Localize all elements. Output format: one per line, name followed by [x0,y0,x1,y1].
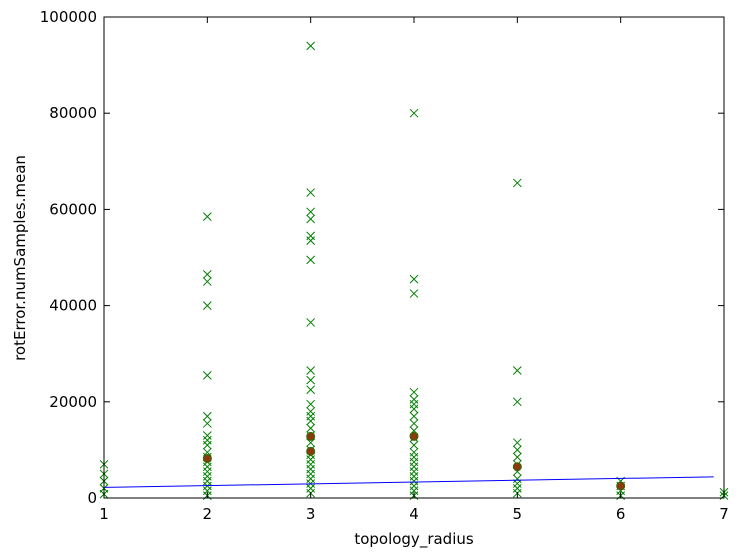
mean-point [202,454,212,464]
x-marker-point [306,214,316,224]
mean-point [409,431,419,441]
y-tick-label: 60000 [49,200,97,218]
x-marker-point [202,301,212,310]
mean-point [306,431,316,441]
mean-point [512,462,522,472]
x-marker-point [512,178,522,188]
x-marker-point [306,366,316,375]
x-marker-point [409,289,419,298]
x-marker-point [306,207,316,217]
y-axis-label: rotError.numSamples.mean [11,155,29,361]
x-tick-label: 3 [306,505,316,523]
y-tick-label: 100000 [40,8,97,26]
x-marker-point [409,411,419,421]
x-marker-point [512,445,522,455]
y-tick-label: 40000 [49,297,97,315]
trend-line [103,476,714,488]
x-marker-point [306,399,316,409]
x-marker-point [409,108,419,118]
x-marker-point [202,212,212,221]
y-tick-label: 0 [87,489,97,507]
x-marker-point [306,255,316,265]
x-marker-point [409,440,419,450]
x-marker-point [202,370,212,380]
x-marker-point [306,423,316,433]
x-tick-label: 6 [616,505,626,523]
x-marker-point [202,269,212,279]
x-marker-point [306,188,316,197]
x-marker-point [512,452,522,462]
x-tick-label: 4 [409,505,419,523]
y-tick-label: 80000 [49,104,97,122]
x-marker-point [306,236,316,246]
x-marker-point [512,397,522,407]
x-marker-point [202,440,212,450]
x-tick-label: 5 [513,505,523,523]
x-marker-point [306,385,316,395]
x-marker-point [409,274,419,284]
plot-background [104,17,724,498]
x-marker-point [512,366,522,375]
x-marker-point [409,404,419,414]
x-tick-label: 7 [719,505,729,523]
x-tick-label: 1 [99,505,109,523]
x-tick-label: 2 [203,505,213,523]
x-marker-point [409,387,419,397]
x-marker-point [306,416,316,426]
x-marker-point [306,318,316,327]
x-marker-point [202,411,212,421]
mean-point [306,446,316,456]
x-marker-point [202,277,212,286]
x-marker-point [512,438,522,448]
mean-point [616,481,626,491]
x-marker-point [306,375,316,385]
x-axis-label: topology_radius [354,530,474,549]
axis-ticks: 1 2 3 4 5 6 7 0 20000 40000 60000 80000 100000 [40,8,729,523]
x-marker-point [409,419,419,428]
y-tick-label: 20000 [49,393,97,411]
x-marker-point [306,41,316,51]
x-marker-point [202,419,212,428]
